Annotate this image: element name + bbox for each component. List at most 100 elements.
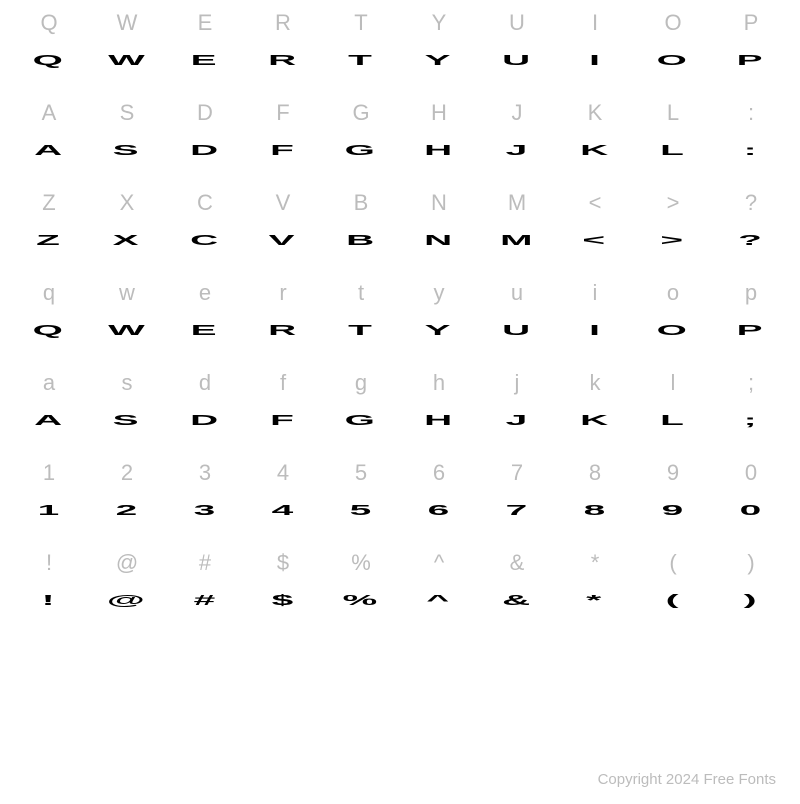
sample-char: J bbox=[505, 143, 528, 160]
sample-char: 7 bbox=[505, 503, 528, 520]
ref-char: w bbox=[119, 280, 135, 305]
ref-char: Z bbox=[42, 190, 55, 215]
sample-char: E bbox=[191, 53, 219, 70]
sample-char: O bbox=[657, 53, 689, 70]
ref-char: E bbox=[198, 10, 213, 35]
ref-char: U bbox=[509, 10, 525, 35]
ref-char: C bbox=[197, 190, 213, 215]
ref-char: g bbox=[355, 370, 367, 395]
ref-char: N bbox=[431, 190, 447, 215]
sample-char: # bbox=[193, 593, 216, 610]
sample-char: D bbox=[190, 143, 220, 160]
ref-char: G bbox=[352, 100, 369, 125]
sample-char: 8 bbox=[583, 503, 606, 520]
ref-char: 5 bbox=[355, 460, 367, 485]
sample-char: 5 bbox=[349, 503, 372, 520]
ref-char: 9 bbox=[667, 460, 679, 485]
sample-char: 6 bbox=[427, 503, 450, 520]
sample-char: 4 bbox=[271, 503, 294, 520]
ref-char: * bbox=[591, 550, 600, 575]
ref-char: 7 bbox=[511, 460, 523, 485]
ref-char: Y bbox=[432, 10, 447, 35]
ref-char: l bbox=[671, 370, 676, 395]
char-pair-row: 1 2 3 4 5 6 7 8 9 0 1 2 3 4 5 6 7 8 9 0 bbox=[10, 454, 790, 530]
char-pair-row: ! @ # $ % ^ & * ( ) ! @ # $ % ^ & * ( ) bbox=[10, 544, 790, 620]
ref-char: Q bbox=[40, 10, 57, 35]
ref-char: j bbox=[515, 370, 520, 395]
sample-char: P bbox=[737, 323, 765, 340]
ref-char: & bbox=[510, 550, 525, 575]
sample-char: F bbox=[270, 413, 296, 430]
ref-char: D bbox=[197, 100, 213, 125]
sample-char: L bbox=[660, 413, 686, 430]
ref-char: r bbox=[279, 280, 286, 305]
sample-char: R bbox=[268, 53, 298, 70]
sample-char: K bbox=[580, 143, 610, 160]
ref-char: 3 bbox=[199, 460, 211, 485]
ref-char: p bbox=[745, 280, 757, 305]
reference-row: a s d f g h j k l ; bbox=[10, 364, 790, 402]
sample-char: W bbox=[108, 53, 147, 70]
sample-char: D bbox=[190, 413, 220, 430]
ref-char: I bbox=[592, 10, 598, 35]
sample-char: > bbox=[661, 233, 686, 250]
sample-char: S bbox=[113, 413, 141, 430]
sample-char: T bbox=[348, 323, 374, 340]
ref-char: h bbox=[433, 370, 445, 395]
ref-char: a bbox=[43, 370, 55, 395]
ref-char: $ bbox=[277, 550, 289, 575]
ref-char: % bbox=[351, 550, 371, 575]
sample-char: ; bbox=[744, 413, 759, 430]
ref-char: W bbox=[117, 10, 138, 35]
ref-char: ? bbox=[745, 190, 757, 215]
sample-char: < bbox=[583, 233, 608, 250]
ref-char: F bbox=[276, 100, 289, 125]
sample-char: H bbox=[424, 413, 454, 430]
sample-char: C bbox=[190, 233, 220, 250]
reference-row: Q W E R T Y U I O P bbox=[10, 4, 790, 42]
sample-char: S bbox=[113, 143, 141, 160]
sample-char: R bbox=[268, 323, 298, 340]
sample-char: O bbox=[657, 323, 689, 340]
ref-char: B bbox=[354, 190, 369, 215]
sample-char: H bbox=[424, 143, 454, 160]
sample-char: I bbox=[589, 53, 602, 70]
sample-char: U bbox=[502, 323, 532, 340]
ref-char: R bbox=[275, 10, 291, 35]
ref-char: s bbox=[122, 370, 133, 395]
sample-char: % bbox=[343, 593, 379, 610]
char-pair-row: q w e r t y u i o p Q W E R T Y U I O P bbox=[10, 274, 790, 350]
sample-char: A bbox=[34, 143, 64, 160]
sample-char: 1 bbox=[37, 503, 60, 520]
sample-char: X bbox=[113, 233, 141, 250]
reference-row: 1 2 3 4 5 6 7 8 9 0 bbox=[10, 454, 790, 492]
sample-char: Y bbox=[425, 53, 453, 70]
sample-char: V bbox=[269, 233, 297, 250]
sample-char: P bbox=[737, 53, 765, 70]
ref-char: T bbox=[354, 10, 367, 35]
sample-char: L bbox=[660, 143, 686, 160]
sample-char: Q bbox=[33, 53, 65, 70]
sample-char: ! bbox=[42, 593, 57, 610]
ref-char: e bbox=[199, 280, 211, 305]
ref-char: 0 bbox=[745, 460, 757, 485]
ref-char: ) bbox=[747, 550, 754, 575]
ref-char: 8 bbox=[589, 460, 601, 485]
sample-char: J bbox=[505, 413, 528, 430]
sample-char: 2 bbox=[115, 503, 138, 520]
sample-char: K bbox=[580, 413, 610, 430]
ref-char: A bbox=[42, 100, 57, 125]
copyright-footer: Copyright 2024 Free Fonts bbox=[598, 771, 776, 788]
sample-char: Y bbox=[425, 323, 453, 340]
ref-char: > bbox=[667, 190, 680, 215]
font-specimen-grid: Q W E R T Y U I O P Q W E R T Y U I O P … bbox=[10, 4, 790, 634]
sample-char: W bbox=[108, 323, 147, 340]
ref-char: P bbox=[744, 10, 759, 35]
sample-char: $ bbox=[271, 593, 294, 610]
ref-char: V bbox=[276, 190, 291, 215]
sample-char: G bbox=[345, 413, 377, 430]
reference-row: A S D F G H J K L : bbox=[10, 94, 790, 132]
sample-char: Q bbox=[33, 323, 65, 340]
ref-char: J bbox=[512, 100, 523, 125]
sample-char: ? bbox=[738, 233, 764, 250]
